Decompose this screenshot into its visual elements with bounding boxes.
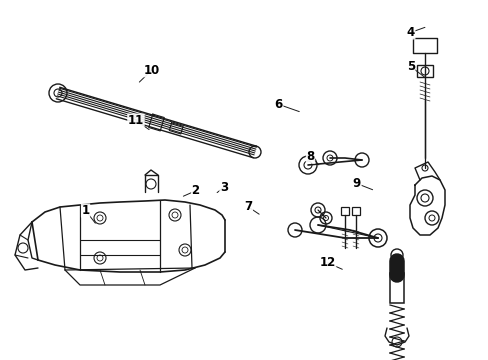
Text: 10: 10 xyxy=(143,64,160,77)
Text: 7: 7 xyxy=(244,201,252,213)
Text: 12: 12 xyxy=(319,256,335,269)
Text: 1: 1 xyxy=(81,204,89,217)
Text: 5: 5 xyxy=(406,60,414,73)
Bar xyxy=(389,273,403,303)
Bar xyxy=(416,65,432,77)
Bar xyxy=(340,207,348,215)
Text: 3: 3 xyxy=(220,181,227,194)
Text: 9: 9 xyxy=(352,177,360,190)
Bar xyxy=(351,207,359,215)
Text: 4: 4 xyxy=(406,26,414,39)
Text: 8: 8 xyxy=(306,150,314,163)
Text: 2: 2 xyxy=(191,184,199,197)
Text: 6: 6 xyxy=(274,98,282,111)
Text: 11: 11 xyxy=(127,114,144,127)
